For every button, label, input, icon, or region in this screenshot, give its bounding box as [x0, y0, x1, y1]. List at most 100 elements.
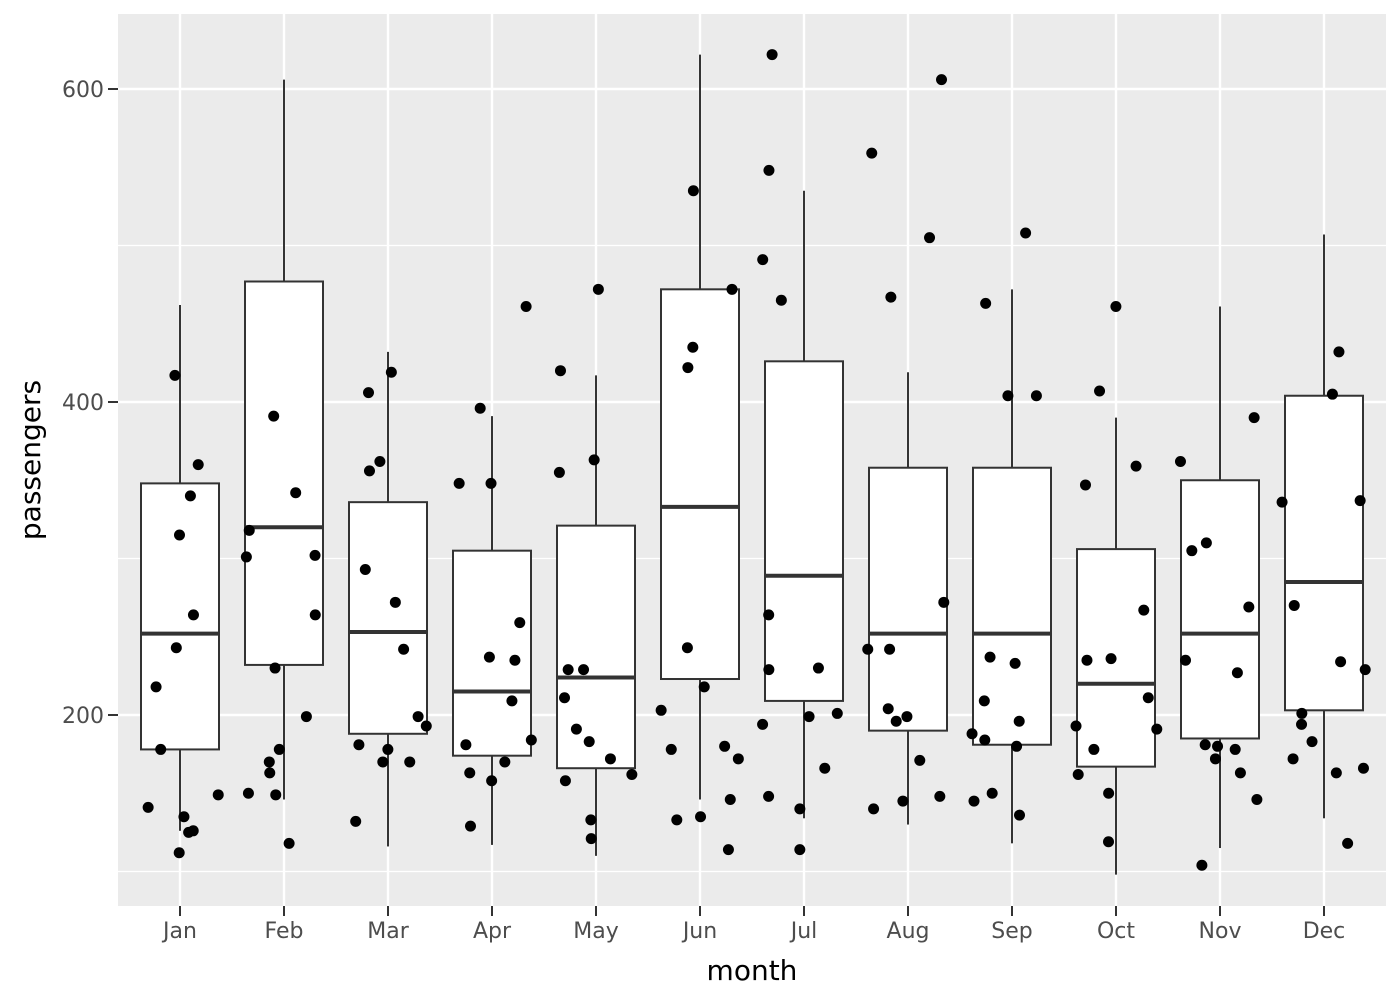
- data-point: [831, 707, 843, 719]
- data-point: [1333, 346, 1345, 358]
- data-point: [1070, 720, 1082, 732]
- y-axis: 200 400 600: [62, 78, 118, 729]
- x-axis-title: month: [707, 954, 798, 987]
- data-point: [300, 711, 312, 723]
- data-point: [559, 692, 571, 704]
- data-point: [264, 767, 276, 779]
- x-tick-label: Aug: [887, 919, 930, 944]
- data-point: [757, 254, 769, 266]
- data-point: [897, 795, 909, 807]
- data-point: [1130, 460, 1142, 472]
- data-point: [1009, 657, 1021, 669]
- data-point: [1174, 455, 1186, 467]
- data-point: [150, 681, 162, 693]
- data-point: [142, 801, 154, 813]
- box: [1284, 394, 1364, 712]
- data-point: [866, 147, 878, 159]
- data-point: [553, 466, 565, 478]
- data-point: [722, 844, 734, 856]
- data-point: [901, 711, 913, 723]
- data-point: [398, 643, 410, 655]
- data-point: [890, 715, 902, 727]
- data-point: [1103, 836, 1115, 848]
- y-tick-label: 400: [62, 391, 104, 416]
- data-point: [269, 662, 281, 674]
- data-point: [1209, 753, 1221, 765]
- data-point: [363, 465, 375, 477]
- data-point: [885, 291, 897, 303]
- x-tick-label: Feb: [265, 919, 304, 944]
- data-point: [309, 549, 321, 561]
- data-point: [763, 609, 775, 621]
- data-point: [155, 743, 167, 755]
- data-point: [1354, 495, 1366, 507]
- data-point: [273, 743, 285, 755]
- data-point: [968, 795, 980, 807]
- data-point: [1199, 739, 1211, 751]
- data-point: [514, 617, 526, 629]
- data-point: [978, 695, 990, 707]
- data-point: [1330, 767, 1342, 779]
- data-point: [187, 609, 199, 621]
- data-point: [404, 756, 416, 768]
- data-point: [862, 643, 874, 655]
- data-point: [775, 294, 787, 306]
- data-point: [1243, 601, 1255, 613]
- data-point: [1105, 653, 1117, 665]
- data-point: [1088, 743, 1100, 755]
- data-point: [509, 654, 521, 666]
- box: [556, 524, 636, 770]
- data-point: [1288, 599, 1300, 611]
- data-point: [682, 362, 694, 374]
- data-point: [1229, 743, 1241, 755]
- data-point: [263, 756, 275, 768]
- data-point: [184, 490, 196, 502]
- x-tick-label: Dec: [1303, 919, 1346, 944]
- data-point: [655, 704, 667, 716]
- data-point: [554, 365, 566, 377]
- data-point: [169, 369, 181, 381]
- data-point: [1103, 787, 1115, 799]
- data-point: [868, 803, 880, 815]
- data-point: [794, 844, 806, 856]
- data-point: [525, 734, 537, 746]
- data-point: [453, 477, 465, 489]
- x-tick-label: May: [573, 919, 618, 944]
- data-point: [1342, 837, 1354, 849]
- x-axis: Jan Feb Mar Apr May Jun Jul Aug Sep Oct Nov Dec: [161, 906, 1345, 944]
- data-point: [212, 789, 224, 801]
- data-point: [268, 410, 280, 422]
- data-point: [914, 754, 926, 766]
- data-point: [936, 74, 948, 86]
- box: [348, 501, 428, 735]
- data-point: [719, 740, 731, 752]
- data-point: [192, 459, 204, 471]
- data-point: [243, 524, 255, 536]
- data-point: [934, 790, 946, 802]
- data-point: [363, 387, 375, 399]
- data-point: [681, 642, 693, 654]
- data-point: [485, 477, 497, 489]
- y-tick-label: 600: [62, 78, 104, 103]
- x-tick-label: Apr: [473, 919, 512, 944]
- data-point: [1326, 388, 1338, 400]
- data-point: [1072, 768, 1084, 780]
- data-point: [882, 703, 894, 715]
- y-axis-title: passengers: [14, 380, 47, 540]
- data-point: [1200, 537, 1212, 549]
- data-point: [1357, 762, 1369, 774]
- data-point: [499, 756, 511, 768]
- data-point: [695, 811, 707, 823]
- data-point: [474, 402, 486, 414]
- data-point: [240, 551, 252, 563]
- data-point: [604, 753, 616, 765]
- data-point: [283, 837, 295, 849]
- data-point: [1251, 794, 1263, 806]
- data-point: [170, 642, 182, 654]
- data-point: [1335, 656, 1347, 668]
- data-point: [1212, 740, 1224, 752]
- data-point: [353, 739, 365, 751]
- data-point: [687, 341, 699, 353]
- data-point: [412, 711, 424, 723]
